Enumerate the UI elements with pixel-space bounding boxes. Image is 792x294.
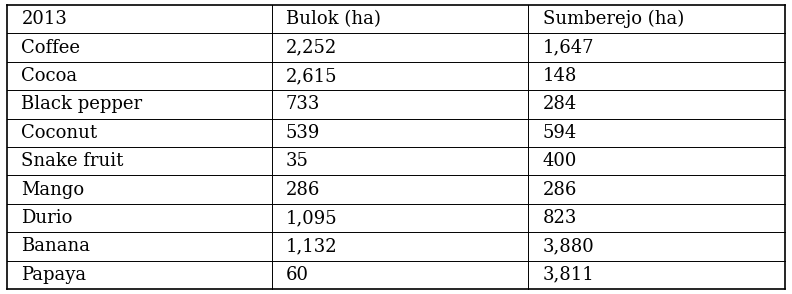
Text: 148: 148: [543, 67, 577, 85]
Text: Cocoa: Cocoa: [21, 67, 78, 85]
Text: Papaya: Papaya: [21, 266, 86, 284]
Text: Black pepper: Black pepper: [21, 95, 143, 113]
Text: 1,647: 1,647: [543, 39, 594, 57]
Text: Snake fruit: Snake fruit: [21, 152, 124, 170]
Text: 286: 286: [286, 181, 320, 199]
Text: Bulok (ha): Bulok (ha): [286, 10, 381, 28]
Text: 2013: 2013: [21, 10, 67, 28]
Text: 823: 823: [543, 209, 577, 227]
Text: 1,132: 1,132: [286, 237, 337, 255]
Text: Coffee: Coffee: [21, 39, 80, 57]
Text: 539: 539: [286, 124, 320, 142]
Text: 2,615: 2,615: [286, 67, 337, 85]
Text: 286: 286: [543, 181, 577, 199]
Text: 1,095: 1,095: [286, 209, 337, 227]
Text: 60: 60: [286, 266, 309, 284]
Text: 3,880: 3,880: [543, 237, 594, 255]
Text: Mango: Mango: [21, 181, 85, 199]
Text: 284: 284: [543, 95, 577, 113]
Text: Banana: Banana: [21, 237, 90, 255]
Text: Sumberejo (ha): Sumberejo (ha): [543, 10, 683, 28]
Text: 2,252: 2,252: [286, 39, 337, 57]
Text: Durio: Durio: [21, 209, 73, 227]
Text: Coconut: Coconut: [21, 124, 97, 142]
Text: 733: 733: [286, 95, 320, 113]
Text: 400: 400: [543, 152, 577, 170]
Text: 594: 594: [543, 124, 577, 142]
Text: 3,811: 3,811: [543, 266, 594, 284]
Text: 35: 35: [286, 152, 309, 170]
